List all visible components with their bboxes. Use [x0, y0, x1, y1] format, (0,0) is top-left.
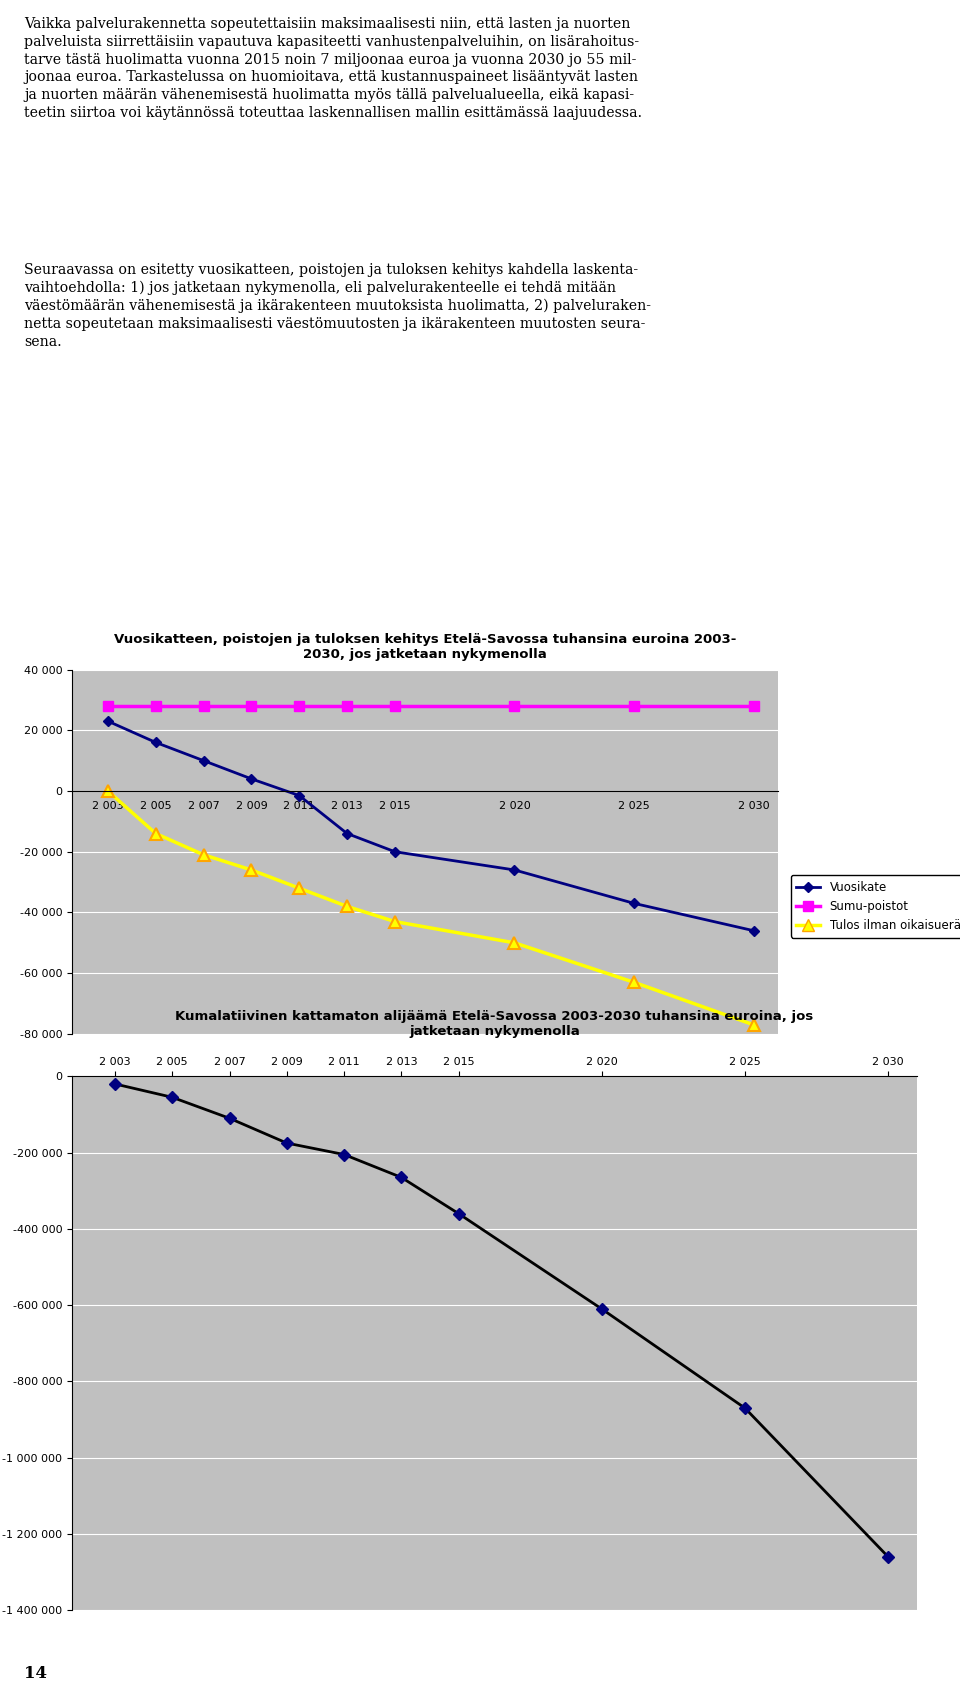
Legend: Vuosikate, Sumu-poistot, Tulos ilman oikaisuerä: Vuosikate, Sumu-poistot, Tulos ilman oik… — [790, 875, 960, 937]
Text: Vaikka palvelurakennetta sopeutettaisiin maksimaalisesti niin, että lasten ja nu: Vaikka palvelurakennetta sopeutettaisiin… — [24, 17, 642, 120]
Text: 14: 14 — [24, 1664, 47, 1681]
Title: Kumalatiivinen kattamaton alijäämä Etelä-Savossa 2003-2030 tuhansina euroina, jo: Kumalatiivinen kattamaton alijäämä Etelä… — [176, 1010, 813, 1037]
Title: Vuosikatteen, poistojen ja tuloksen kehitys Etelä-Savossa tuhansina euroina 2003: Vuosikatteen, poistojen ja tuloksen kehi… — [113, 634, 736, 661]
Text: Seuraavassa on esitetty vuosikatteen, poistojen ja tuloksen kehitys kahdella las: Seuraavassa on esitetty vuosikatteen, po… — [24, 263, 651, 349]
